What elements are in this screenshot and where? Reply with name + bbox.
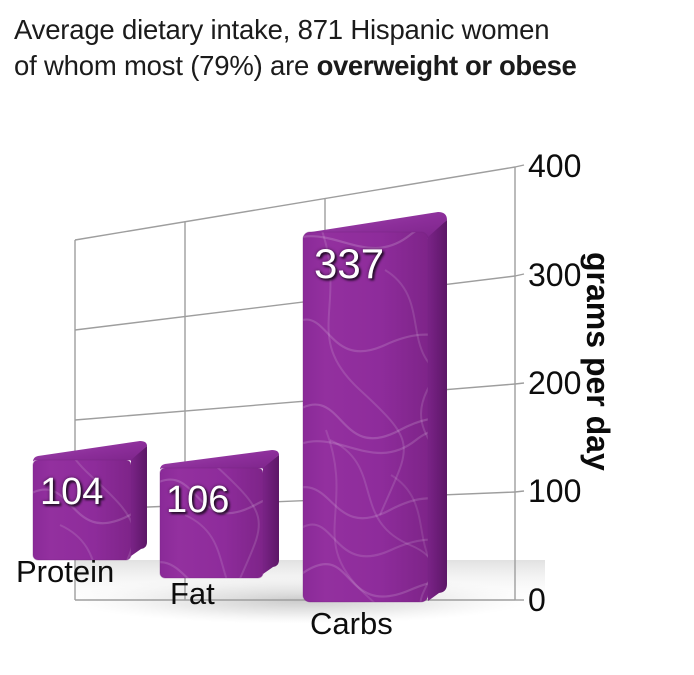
y-axis-title: grams per day [580, 252, 616, 471]
bar-protein[interactable] [0, 300, 250, 675]
category-label-carbs: Carbs [310, 606, 393, 641]
y-tick-label-400: 400 [528, 148, 582, 184]
category-label-protein: Protein [16, 554, 115, 589]
category-label-fat: Fat [170, 576, 215, 611]
chart-title: Average dietary intake, 871 Hispanic wom… [14, 12, 686, 84]
bar-value-carbs: 337 [314, 240, 385, 287]
y-tick-label-0: 0 [528, 582, 546, 618]
bar-value-fat: 106 [166, 479, 230, 521]
bar-carbs[interactable] [270, 212, 526, 675]
title-line-1: Average dietary intake, 871 Hispanic wom… [14, 14, 550, 45]
title-line-2-prefix: of whom most (79%) are [14, 50, 317, 81]
y-tick-label-100: 100 [528, 473, 582, 509]
title-line-2-emphasis: overweight or obese [316, 50, 577, 81]
bar-fat[interactable] [125, 290, 375, 675]
y-tick-label-300: 300 [528, 257, 582, 293]
bar-value-protein: 104 [40, 471, 104, 513]
title-line-2: of whom most (79%) are overweight or obe… [14, 48, 686, 84]
y-tick-label-200: 200 [528, 365, 582, 401]
y-tick-marks [514, 164, 525, 601]
